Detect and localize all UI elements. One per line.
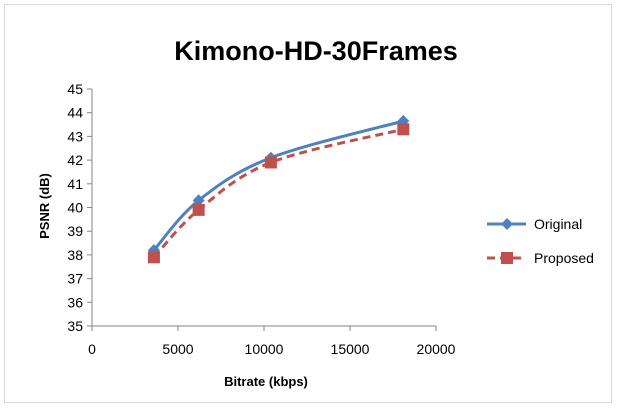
series-line-proposed <box>152 127 404 259</box>
data-point-original <box>192 194 205 207</box>
y-axis-ticks: 35 36 37 38 39 40 41 42 43 44 45 <box>67 81 92 334</box>
legend-item-proposed: Proposed <box>487 250 594 266</box>
legend-label: Original <box>534 216 582 232</box>
y-tick-label: 43 <box>67 128 83 144</box>
data-point-proposed <box>192 203 205 216</box>
x-axis-ticks: 0 5000 10000 15000 20000 <box>88 326 456 357</box>
y-tick-label: 39 <box>67 223 83 239</box>
legend-marker <box>501 252 513 264</box>
legend: Original Proposed <box>487 216 594 266</box>
y-tick-label: 35 <box>67 318 83 334</box>
data-point-proposed <box>397 123 410 136</box>
data-point-proposed <box>147 251 160 264</box>
y-tick-label: 42 <box>67 152 83 168</box>
chart-frame <box>4 4 612 403</box>
x-tick-label: 15000 <box>331 341 370 357</box>
x-axis-title: Bitrate (kbps) <box>224 374 308 389</box>
legend-label: Proposed <box>534 250 594 266</box>
y-tick-label: 40 <box>67 200 83 216</box>
y-tick-label: 38 <box>67 247 83 263</box>
y-tick-label: 41 <box>67 176 83 192</box>
series-line-original <box>152 119 404 252</box>
series-proposed <box>147 123 410 264</box>
x-tick-label: 0 <box>88 341 96 357</box>
x-tick-label: 5000 <box>162 341 193 357</box>
y-tick-label: 37 <box>67 271 83 287</box>
chart-title: Kimono-HD-30Frames <box>174 36 458 66</box>
legend-item-original: Original <box>487 216 582 232</box>
y-tick-label: 45 <box>67 81 83 97</box>
data-point-proposed <box>264 156 277 169</box>
y-axis-title: PSNR (dB) <box>37 173 52 239</box>
x-tick-label: 20000 <box>417 341 456 357</box>
y-tick-label: 36 <box>67 294 83 310</box>
legend-marker <box>501 218 513 230</box>
series-layer <box>147 114 410 264</box>
x-tick-label: 10000 <box>245 341 284 357</box>
y-tick-label: 44 <box>67 105 83 121</box>
